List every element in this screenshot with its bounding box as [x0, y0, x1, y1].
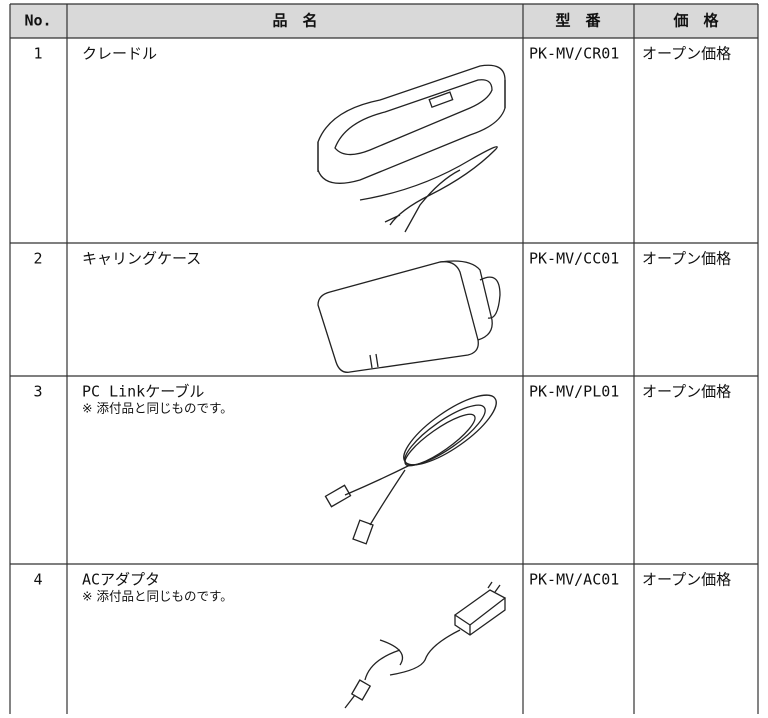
- row-number: 3: [33, 383, 42, 401]
- price: オープン価格: [642, 45, 731, 63]
- case-illustration: [317, 260, 501, 373]
- price: オープン価格: [642, 571, 731, 589]
- row-number: 2: [33, 250, 42, 268]
- header-cell: 価 格: [672, 12, 719, 30]
- product-name: ACアダプタ: [82, 571, 160, 589]
- model-number: PK-MV/PL01: [529, 383, 619, 401]
- row-number: 4: [33, 571, 42, 589]
- adapter-illustration: [344, 581, 507, 709]
- header-cell: 品 名: [272, 12, 317, 30]
- cradle-illustration: [317, 64, 506, 233]
- cable-illustration: [324, 394, 497, 545]
- product-name: キャリングケース: [82, 250, 201, 268]
- header-cell: No.: [24, 12, 51, 30]
- model-number: PK-MV/CC01: [529, 250, 619, 268]
- product-note: ※ 添付品と同じものです。: [82, 401, 233, 416]
- grid: [9, 3, 759, 714]
- model-number: PK-MV/CR01: [529, 45, 619, 63]
- price: オープン価格: [642, 250, 731, 268]
- price: オープン価格: [642, 383, 731, 401]
- header-bg: [10, 4, 758, 38]
- product-name: クレードル: [82, 45, 157, 63]
- row-number: 1: [33, 45, 42, 63]
- model-number: PK-MV/AC01: [529, 571, 619, 589]
- product-name: PC Linkケーブル: [82, 383, 204, 401]
- header-cell: 型 番: [555, 12, 601, 30]
- product-note: ※ 添付品と同じものです。: [82, 589, 233, 604]
